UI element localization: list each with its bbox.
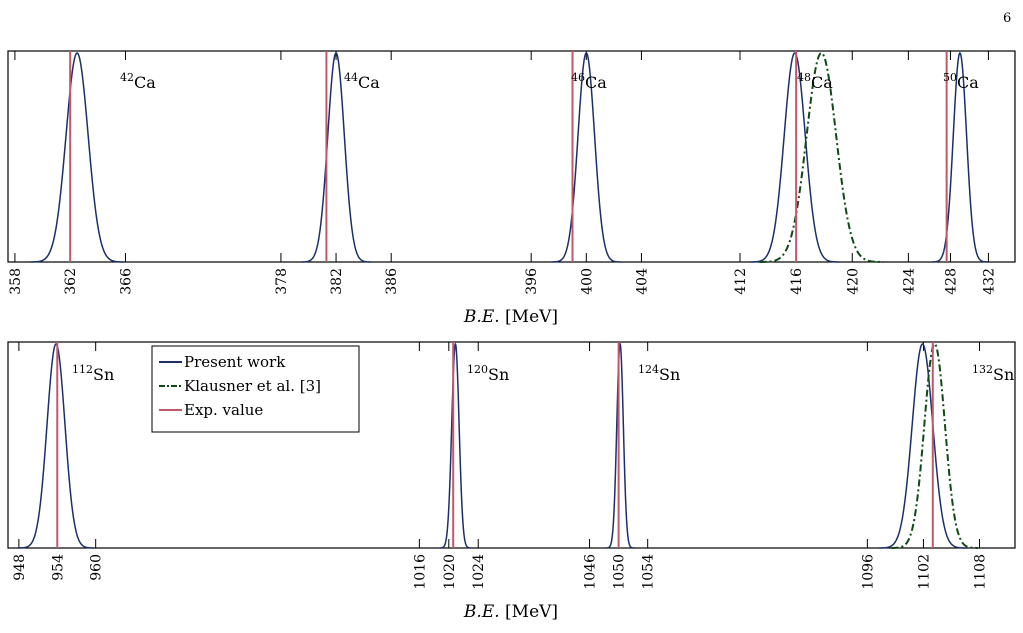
legend-box bbox=[151, 345, 360, 433]
present-work-curve bbox=[606, 342, 634, 549]
axes-frame bbox=[7, 341, 1016, 549]
tick-label: 382 bbox=[329, 268, 345, 295]
tick-label: 358 bbox=[8, 268, 24, 295]
present-work-curve bbox=[18, 343, 94, 549]
tick-label: 1102 bbox=[916, 554, 932, 590]
tick-label: 428 bbox=[943, 268, 959, 295]
tick-label: 362 bbox=[63, 268, 79, 295]
present-work-curve bbox=[30, 52, 124, 263]
tick-label: 424 bbox=[901, 268, 917, 295]
tick-label: 948 bbox=[12, 554, 28, 581]
present-work-curve bbox=[551, 52, 622, 263]
legend-label-klausner: Klausner et al. [3] bbox=[184, 377, 321, 395]
present-work-curve bbox=[439, 342, 471, 549]
present-work-curve bbox=[301, 52, 371, 263]
tick-label: 954 bbox=[50, 554, 66, 581]
x-axis-label: B.E. [MeV] bbox=[463, 307, 558, 327]
isotope-label: 50Ca bbox=[943, 71, 979, 92]
tick-label: 432 bbox=[981, 268, 997, 295]
panel-1: 358 362 366 378 382 386 396 400 404 412 416 420 424 4… bbox=[7, 50, 1016, 327]
tick-label: 416 bbox=[789, 268, 805, 295]
isotope-label: 124Sn bbox=[638, 363, 680, 384]
tick-label: 366 bbox=[118, 268, 134, 295]
tick-label: 412 bbox=[733, 268, 749, 295]
isotope-label: 42Ca bbox=[120, 71, 156, 92]
tick-label: 420 bbox=[845, 268, 861, 295]
tick-label: 386 bbox=[384, 268, 400, 295]
page-number: 6 bbox=[1003, 11, 1011, 26]
tick-label: 1046 bbox=[583, 554, 599, 590]
tick-label: 1054 bbox=[641, 554, 657, 590]
tick-label: 960 bbox=[89, 554, 105, 581]
present-work-curve bbox=[879, 343, 966, 549]
tick-label: 404 bbox=[634, 268, 650, 295]
tick-label: 1024 bbox=[471, 554, 487, 590]
legend: Present work Klausner et al. [3] Exp. valu… bbox=[151, 345, 360, 433]
legend-label-exp: Exp. value bbox=[184, 401, 263, 419]
present-work-curve bbox=[750, 52, 839, 263]
isotope-label: 44Ca bbox=[344, 71, 380, 92]
klausner-curve bbox=[891, 342, 978, 549]
tick-label: 400 bbox=[579, 268, 595, 295]
isotope-label: 46Ca bbox=[571, 71, 607, 92]
isotope-label: 120Sn bbox=[467, 363, 509, 384]
tick-label: 396 bbox=[524, 268, 540, 295]
tick-label: 1020 bbox=[442, 554, 458, 590]
axes-frame bbox=[7, 50, 1016, 263]
klausner-curve bbox=[759, 51, 884, 263]
legend-label-present: Present work bbox=[184, 353, 286, 371]
tick-label: 378 bbox=[274, 268, 290, 295]
plots: 358 362 366 378 382 386 396 400 404 412 416 420 424 4… bbox=[7, 50, 1016, 622]
isotope-label: 48Ca bbox=[797, 71, 833, 92]
x-axis-label: B.E. [MeV] bbox=[463, 602, 558, 622]
tick-label: 1050 bbox=[612, 554, 628, 590]
isotope-label: 112Sn bbox=[72, 363, 114, 384]
tick-label: 1016 bbox=[412, 554, 428, 590]
present-work-curve bbox=[931, 52, 988, 263]
tick-label: 1108 bbox=[972, 554, 988, 590]
panel-2: 948 954 960 1016 1020 1024 1046 1050 1054 1096 110… bbox=[7, 341, 1016, 622]
tick-label: 1096 bbox=[860, 554, 876, 590]
isotope-label: 132Sn bbox=[972, 363, 1014, 384]
